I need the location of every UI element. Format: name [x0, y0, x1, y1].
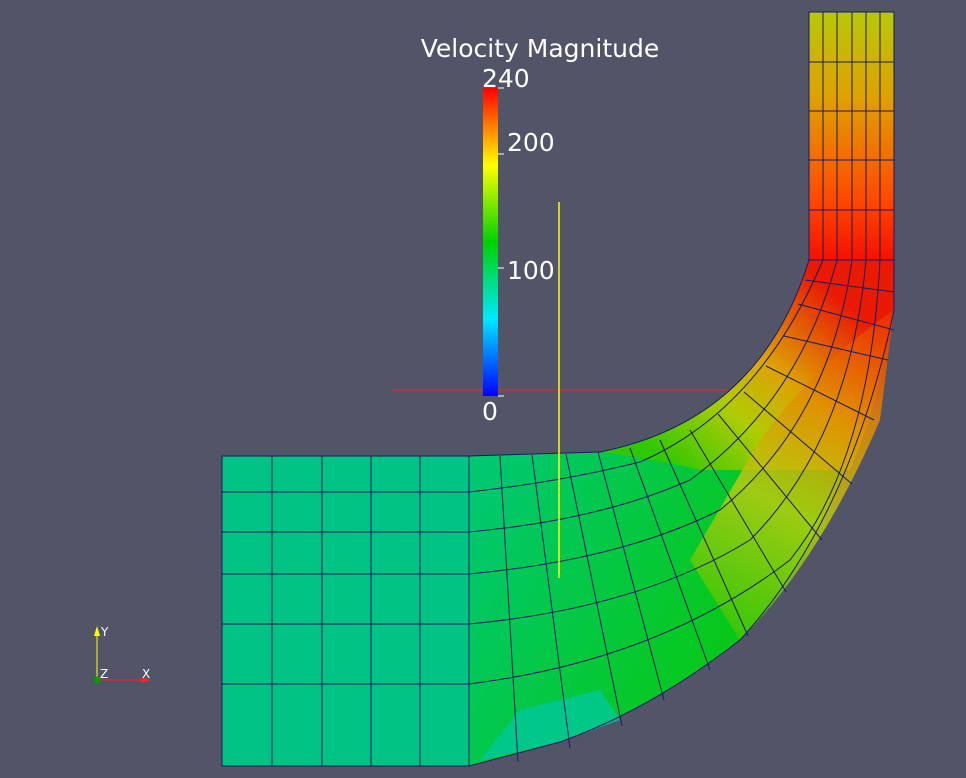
color-bar-max-label: 240 [482, 64, 530, 93]
color-bar [483, 87, 504, 397]
axis-z-label: Z [100, 667, 109, 681]
velocity-mesh[interactable] [221, 11, 895, 767]
orientation-axes [93, 626, 151, 684]
color-legend-title: Velocity Magnitude [420, 34, 660, 63]
axis-x-label: X [142, 667, 151, 681]
color-bar-min-label: 0 [482, 397, 498, 426]
axis-y-label: Y [101, 625, 109, 639]
inlet-block [222, 456, 469, 766]
color-bar-200-label: 200 [507, 128, 555, 157]
color-bar-100-label: 100 [507, 256, 555, 285]
